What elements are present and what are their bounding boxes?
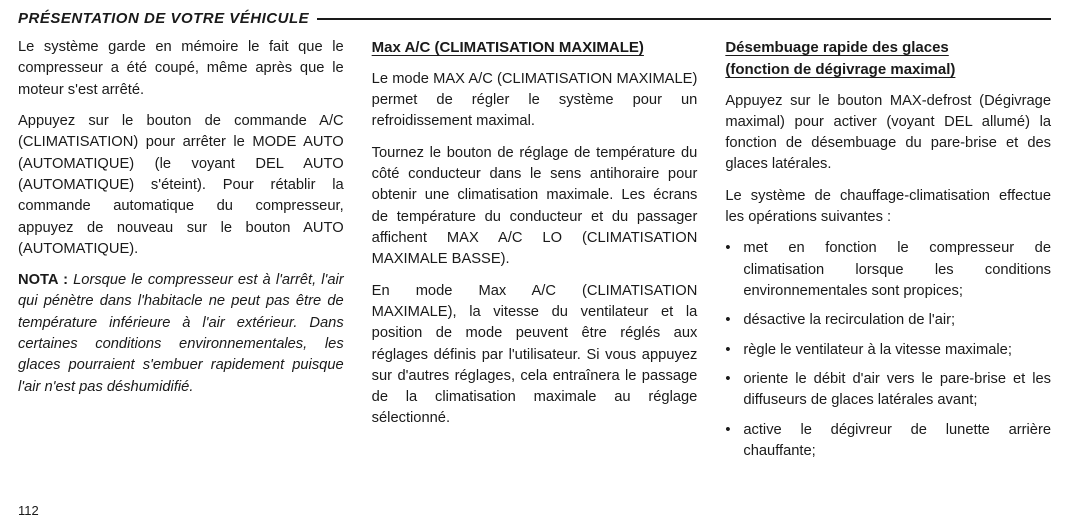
nota-label: NOTA : [18,272,68,288]
col1-nota: NOTA : Lorsque le compresseur est à l'ar… [18,270,344,398]
col2-heading: Max A/C (CLIMATISATION MAXIMALE) [372,37,698,59]
nota-text: Lorsque le compresseur est à l'arrêt, l'… [18,272,344,395]
col2-paragraph-1: Le mode MAX A/C (CLIMATISATION MAXIMALE)… [372,69,698,133]
page-number: 112 [18,503,39,518]
list-item: désactive la recirculation de l'air; [725,310,1051,331]
list-item: active le dégivreur de lunette arrière c… [725,420,1051,463]
col3-bullet-list: met en fonction le compresseur de climat… [725,238,1051,462]
header-rule [317,18,1051,20]
page: PRÉSENTATION DE VOTRE VÉHICULE Le systèm… [0,0,1069,526]
col1-paragraph-2: Appuyez sur le bouton de commande A/C (C… [18,111,344,260]
list-item: règle le ventilateur à la vitesse maxima… [725,340,1051,361]
col3-paragraph-2: Le système de chauffage-climatisation ef… [725,186,1051,229]
col1-paragraph-1: Le système garde en mémoire le fait que … [18,37,344,101]
col3-heading-line2: (fonction de dégivrage maximal) [725,59,1051,81]
list-item: oriente le débit d'air vers le pare-bris… [725,369,1051,412]
list-item: met en fonction le compresseur de climat… [725,238,1051,302]
column-3: Désembuage rapide des glaces (fonction d… [725,37,1051,470]
column-2: Max A/C (CLIMATISATION MAXIMALE) Le mode… [372,37,698,470]
columns: Le système garde en mémoire le fait que … [18,37,1051,470]
col3-paragraph-1: Appuyez sur le bouton MAX-defrost (Dégiv… [725,91,1051,176]
col2-paragraph-2: Tournez le bouton de réglage de températ… [372,143,698,271]
column-1: Le système garde en mémoire le fait que … [18,37,344,470]
section-title: PRÉSENTATION DE VOTRE VÉHICULE [18,10,309,27]
col2-paragraph-3: En mode Max A/C (CLIMATISATION MAXIMALE)… [372,281,698,430]
col3-heading-line1: Désembuage rapide des glaces [725,37,1051,59]
header-row: PRÉSENTATION DE VOTRE VÉHICULE [18,10,1051,27]
